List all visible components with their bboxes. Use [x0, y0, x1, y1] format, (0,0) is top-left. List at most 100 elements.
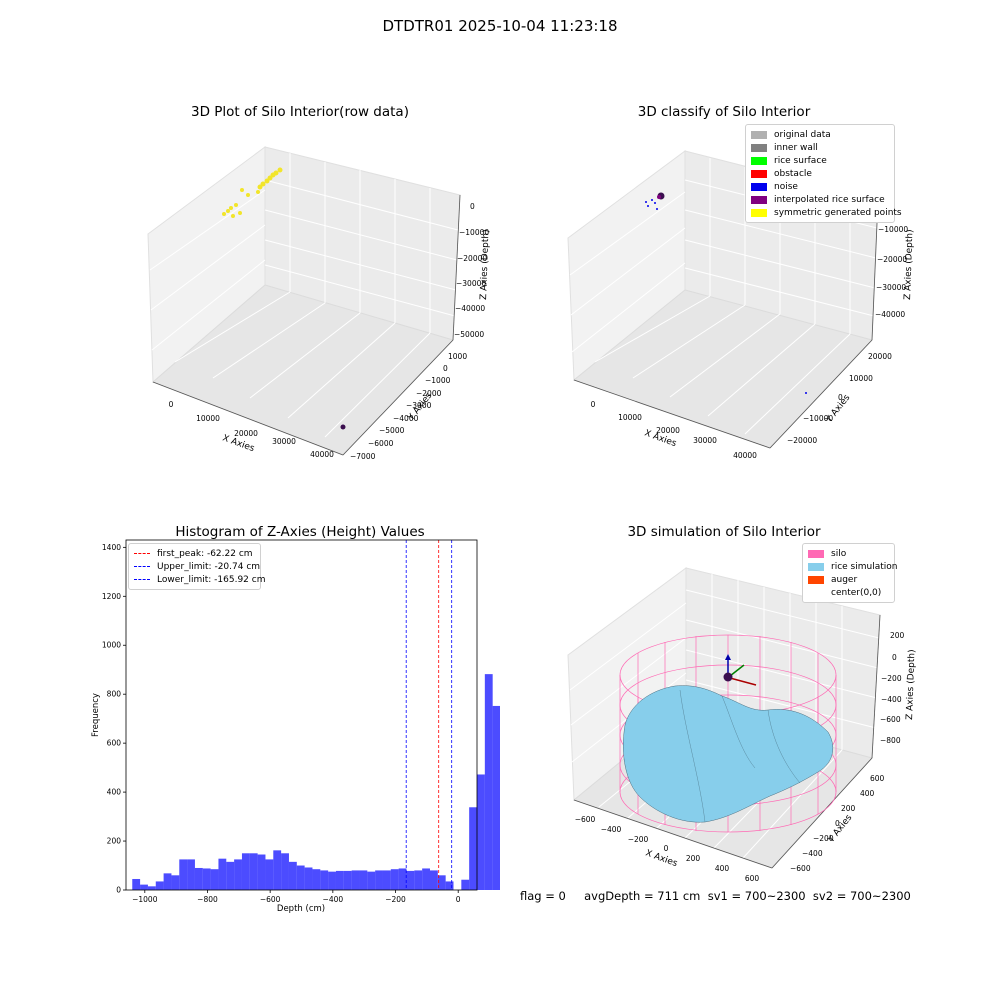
plot1-point	[256, 190, 260, 194]
histogram-y-tick-label: 200	[107, 837, 122, 846]
histogram-bar	[179, 859, 188, 890]
plot4-xtick: 0	[664, 844, 669, 853]
plot2-zlabel: Z Axies (Depth)	[903, 229, 915, 300]
legend-entry-original-data: original data	[751, 128, 889, 141]
legend-entry-auger: auger	[808, 573, 889, 586]
plot4-ytick: 600	[870, 774, 885, 783]
plot1-grid	[149, 153, 459, 438]
legend-line	[134, 566, 150, 567]
plot1-z-axis-line	[452, 194, 461, 341]
plot1-point	[229, 206, 233, 210]
plot1-x-axis-line	[152, 381, 344, 456]
plot1-point	[257, 184, 263, 190]
plot4-ylabel: Y Axies	[826, 813, 855, 846]
histogram-bar	[288, 861, 297, 890]
plot1-ytick: 0	[443, 364, 448, 373]
legend-entry-interpolated-rice-surface: interpolated rice surface	[751, 193, 889, 206]
plot4-ytick: 0	[835, 819, 840, 828]
histogram-bar	[422, 868, 430, 890]
auger-y-arrow	[729, 664, 745, 677]
plot4-ztick: −800	[880, 736, 901, 745]
legend-swatch	[808, 562, 824, 571]
legend-entry-lower-limit: Lower_limit: -165.92 cm	[134, 573, 265, 586]
legend-swatch	[751, 156, 767, 165]
plot2-points	[645, 192, 807, 394]
histogram-bar	[359, 870, 368, 890]
plot1-ytick: −4000	[393, 414, 419, 423]
histogram-y-tick-label: 600	[107, 739, 122, 748]
legend-entry-upper-limit: Upper_limit: -20.74 cm	[134, 560, 260, 573]
histogram-bar	[398, 868, 407, 890]
plot2-z-axis-line	[871, 199, 879, 341]
histogram-ylabel: Frequency	[91, 693, 101, 737]
legend-swatch	[751, 143, 767, 152]
histogram-x-tick-label: −400	[323, 895, 344, 904]
figure-title: DTDTR01 2025-10-04 11:23:18	[382, 17, 618, 35]
histogram-bar	[273, 850, 282, 890]
plot4-ztick: 0	[892, 653, 897, 662]
plot4-ytick: −400	[802, 849, 823, 858]
legend-entry-inner-wall: inner wall	[751, 141, 889, 154]
legend-entry-obstacle: obstacle	[751, 167, 889, 180]
plot1-ztick: −20000	[457, 254, 487, 263]
plot1-xtick: 20000	[234, 429, 258, 438]
plot2-3d-axes: 0 10000 20000 30000 40000 20000 10000 0 …	[567, 150, 915, 460]
histogram-bar	[320, 870, 329, 890]
histogram-bar	[257, 854, 266, 890]
legend-entry-symmetric-generated-points: symmetric generated points	[751, 206, 902, 219]
plot4-ytick: 200	[841, 804, 856, 813]
center-point	[723, 672, 733, 682]
plot4-ztick: 200	[890, 631, 905, 640]
histogram-bar	[461, 879, 470, 890]
plot4-ytick: −600	[790, 864, 811, 873]
plot2-ztick: −40000	[875, 310, 905, 319]
histogram-bar	[171, 875, 180, 890]
plot1-point	[234, 203, 238, 207]
histogram-x-ticks: −1000 −800 −600 −400 −200 0	[132, 890, 461, 904]
plot4-ytick: 400	[860, 789, 875, 798]
histogram-xlabel: Depth (cm)	[277, 904, 325, 914]
histogram-axes: −1000 −800 −600 −400 −200 0 0 200 400 600 800 1000…	[91, 539, 500, 914]
histogram-bar	[194, 867, 203, 890]
plot4-xtick: 200	[686, 854, 701, 863]
histogram-bar	[296, 865, 305, 890]
plot1-xtick: 0	[169, 400, 174, 409]
plot2-point	[645, 201, 647, 203]
plot1-ztick: −30000	[456, 279, 486, 288]
plot2-xtick: 0	[591, 400, 596, 409]
legend-swatch	[751, 208, 767, 217]
plot1-3d-axes: 0 10000 20000 30000 40000 1000 0 −1000 −…	[147, 146, 491, 461]
plot4-z-axis-line	[871, 614, 881, 759]
legend-swatch	[751, 130, 767, 139]
histogram-bar	[375, 870, 383, 890]
histogram-frame	[125, 539, 478, 891]
plot1-y-axis-line	[342, 339, 454, 456]
plot1-ytick: −3000	[406, 401, 432, 410]
histogram-y-tick-label: 1000	[102, 641, 121, 650]
plot4-legend: silo rice simulation auger center(0,0)	[802, 543, 897, 603]
plot2-ytick: 20000	[868, 352, 892, 361]
plot1-point	[240, 188, 244, 192]
plot2-xtick: 30000	[693, 436, 717, 445]
histogram-bar	[155, 881, 164, 890]
plot2-xtick: 20000	[656, 426, 680, 435]
legend-entry-silo: silo	[808, 547, 889, 560]
status-line: flag = 0 avgDepth = 711 cm sv1 = 700~230…	[520, 889, 911, 903]
plot1-ztick: −50000	[454, 330, 484, 339]
plot4-xlabel: X Axies	[644, 848, 679, 869]
legend-line	[134, 579, 150, 580]
plot4-xtick: 600	[745, 874, 760, 883]
histogram-bar	[187, 859, 195, 890]
plot2-point	[651, 199, 653, 201]
plot1-ytick: −2000	[416, 389, 442, 398]
legend-swatch	[751, 182, 767, 191]
plot1-ytick: −5000	[379, 426, 405, 435]
plot4-zlabel: Z Axies (Depth)	[905, 649, 917, 720]
plot2-point	[656, 208, 658, 210]
plot1-point	[231, 214, 235, 218]
plot2-ytick: 10000	[849, 374, 873, 383]
histogram-y-tick-label: 1400	[102, 543, 121, 552]
plot2-xtick: 40000	[733, 451, 757, 460]
plot2-title: 3D classify of Silo Interior	[637, 104, 811, 120]
plot4-xtick: −400	[601, 825, 622, 834]
